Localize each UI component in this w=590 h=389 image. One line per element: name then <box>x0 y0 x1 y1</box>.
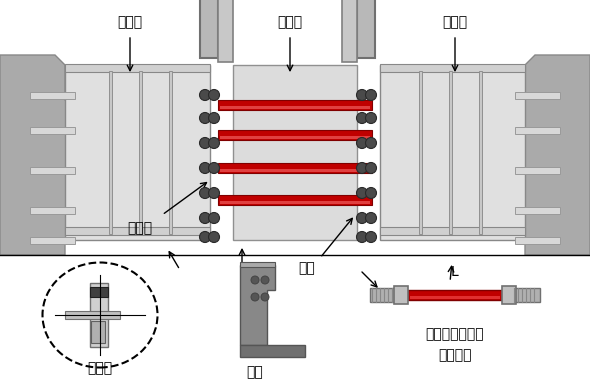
Circle shape <box>356 112 368 123</box>
Circle shape <box>208 212 219 224</box>
Bar <box>139 71 142 234</box>
Bar <box>65 227 210 235</box>
Circle shape <box>365 231 376 242</box>
Bar <box>233 65 357 240</box>
Circle shape <box>365 212 376 224</box>
Bar <box>342 0 357 62</box>
Ellipse shape <box>42 263 158 368</box>
Bar <box>109 71 112 234</box>
Bar <box>408 290 502 300</box>
Bar <box>169 71 172 234</box>
Bar <box>218 130 372 140</box>
Bar <box>218 163 372 173</box>
Bar <box>410 296 500 299</box>
Polygon shape <box>240 265 275 345</box>
Circle shape <box>251 293 259 301</box>
Bar <box>515 91 560 98</box>
Circle shape <box>208 187 219 198</box>
Bar <box>515 207 560 214</box>
Circle shape <box>208 231 219 242</box>
Bar <box>30 207 75 214</box>
Circle shape <box>199 163 211 173</box>
Circle shape <box>261 276 269 284</box>
Bar <box>90 283 108 347</box>
Bar <box>218 0 233 62</box>
Circle shape <box>365 137 376 149</box>
Bar <box>418 71 421 234</box>
Bar <box>65 65 210 240</box>
Circle shape <box>365 163 376 173</box>
Text: 剪切键: 剪切键 <box>87 361 113 375</box>
Bar <box>512 288 540 302</box>
Circle shape <box>208 89 219 100</box>
Bar <box>30 126 75 133</box>
Bar <box>65 311 120 319</box>
Circle shape <box>199 89 211 100</box>
Circle shape <box>356 89 368 100</box>
Text: 弹性段: 弹性段 <box>442 15 467 29</box>
Bar <box>380 227 525 235</box>
Bar <box>200 0 218 58</box>
Bar <box>240 262 275 267</box>
Circle shape <box>356 212 368 224</box>
Bar <box>515 126 560 133</box>
Circle shape <box>208 137 219 149</box>
Bar <box>357 0 375 58</box>
Circle shape <box>365 187 376 198</box>
Circle shape <box>199 112 211 123</box>
Bar <box>502 286 516 304</box>
Bar <box>91 321 105 343</box>
Bar <box>30 166 75 173</box>
Bar <box>220 106 370 109</box>
Bar <box>515 237 560 244</box>
Circle shape <box>199 137 211 149</box>
Text: 角钢: 角钢 <box>247 365 263 379</box>
Circle shape <box>208 163 219 173</box>
Circle shape <box>356 137 368 149</box>
Polygon shape <box>0 55 70 255</box>
Bar <box>65 64 210 72</box>
Bar <box>380 64 525 72</box>
Text: L: L <box>451 265 459 279</box>
Text: 弹性段: 弹性段 <box>117 15 143 29</box>
Circle shape <box>251 276 259 284</box>
Circle shape <box>365 89 376 100</box>
Bar <box>380 65 525 240</box>
Bar <box>90 287 108 297</box>
Bar <box>30 237 75 244</box>
Bar <box>478 71 481 234</box>
Circle shape <box>365 112 376 123</box>
Bar <box>30 91 75 98</box>
Bar <box>220 169 370 172</box>
Circle shape <box>199 212 211 224</box>
Text: 加劲肋: 加劲肋 <box>127 221 153 235</box>
Bar <box>220 201 370 204</box>
Polygon shape <box>520 55 590 255</box>
Polygon shape <box>240 345 305 357</box>
Bar <box>220 136 370 139</box>
Bar <box>394 286 408 304</box>
Circle shape <box>199 231 211 242</box>
Text: 螺栓: 螺栓 <box>299 261 316 275</box>
Circle shape <box>356 187 368 198</box>
Bar <box>448 71 451 234</box>
Text: 摇摆段: 摇摆段 <box>277 15 303 29</box>
Bar <box>370 288 398 302</box>
Circle shape <box>199 187 211 198</box>
Bar <box>515 166 560 173</box>
Bar <box>218 195 372 205</box>
Circle shape <box>208 112 219 123</box>
Text: 狗骨型形状记忆
合金螺栓: 狗骨型形状记忆 合金螺栓 <box>426 328 484 362</box>
Circle shape <box>356 231 368 242</box>
Circle shape <box>356 163 368 173</box>
Circle shape <box>261 293 269 301</box>
Bar <box>218 100 372 110</box>
